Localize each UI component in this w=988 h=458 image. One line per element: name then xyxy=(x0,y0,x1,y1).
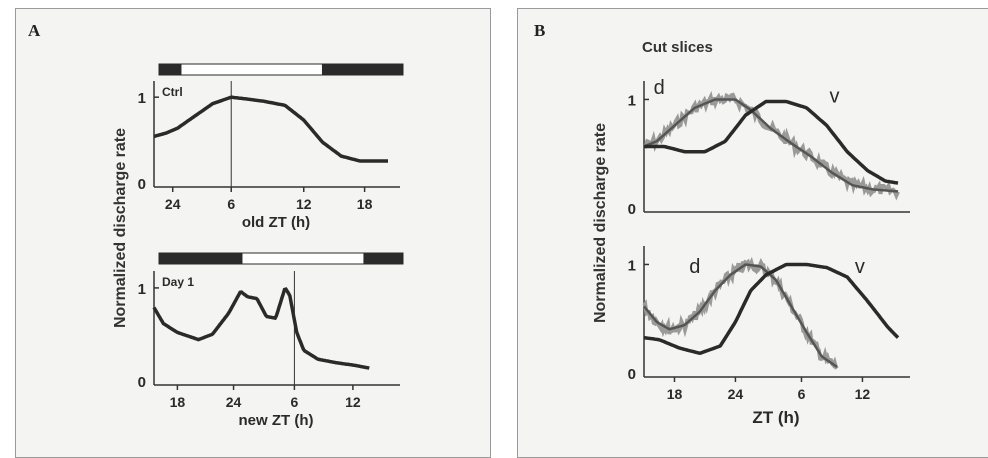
chart-a1: 0 1 24 6 12 18 old ZT (h) Ctrl xyxy=(138,63,404,231)
x-tick-label: 6 xyxy=(227,196,235,212)
x-tick-label: 18 xyxy=(667,386,683,402)
series-line-v xyxy=(644,99,899,185)
light-dark-bar-dark-segment xyxy=(158,63,182,76)
x-axis-label: old ZT (h) xyxy=(242,214,310,231)
x-tick-label: 6 xyxy=(291,394,299,410)
panel-a-plots: 0 1 24 6 12 18 old ZT (h) Ctrl 0 1 18 24 6 12 new ZT (… xyxy=(138,63,404,429)
x-tick-label: 12 xyxy=(855,386,871,402)
y-tick-label: 0 xyxy=(138,374,146,391)
x-tick-label: 24 xyxy=(165,196,181,212)
y-tick-label: 0 xyxy=(138,176,146,193)
y-tick-label: 1 xyxy=(628,92,636,109)
series-line-d xyxy=(643,98,899,193)
light-dark-bar-light-segment xyxy=(241,252,365,265)
light-dark-bar-dark-segment xyxy=(363,252,404,265)
chart-b1: 0 1 d v xyxy=(628,77,910,218)
y-tick-label: 1 xyxy=(138,281,146,298)
series-line-d-noise xyxy=(643,90,900,201)
trace-annotation-v: v xyxy=(855,256,865,278)
panel-b-letter: B xyxy=(534,21,546,40)
y-tick-label: 1 xyxy=(138,90,146,107)
chart-b2: 0 1 18 24 6 12 ZT (h) d v xyxy=(628,246,910,427)
panel-a: A Normalized discharge rate 0 1 24 6 12 18 old… xyxy=(15,8,491,458)
series-line-s0 xyxy=(152,287,370,370)
trace-annotation-v: v xyxy=(830,86,840,108)
light-dark-bar-dark-segment xyxy=(321,63,404,76)
series-line-v xyxy=(643,262,900,355)
x-tick-label: 12 xyxy=(345,394,361,410)
panel-a-letter: A xyxy=(28,21,41,40)
x-tick-label: 24 xyxy=(728,386,744,402)
y-tick-label: 0 xyxy=(628,366,636,383)
panel-b: B Cut slices Normalized discharge rate 0… xyxy=(517,8,988,458)
x-tick-label: 18 xyxy=(357,196,373,212)
trace-annotation-d: d xyxy=(654,77,665,99)
x-tick-label: 6 xyxy=(798,386,806,402)
x-axis-label: new ZT (h) xyxy=(239,412,314,429)
inset-label: Day 1 xyxy=(162,275,194,289)
series-line-s0 xyxy=(153,95,388,163)
inset-label: Ctrl xyxy=(162,85,183,99)
trace-annotation-d: d xyxy=(689,256,700,278)
x-axis-label: ZT (h) xyxy=(752,408,799,427)
panel-b-title: Cut slices xyxy=(642,39,713,56)
light-dark-bar-light-segment xyxy=(180,63,323,76)
panel-b-plots: 0 1 d v 0 1 18 24 6 12 ZT (h) d v xyxy=(628,77,910,427)
light-dark-bar-dark-segment xyxy=(158,252,243,265)
y-tick-label: 1 xyxy=(628,257,636,274)
y-tick-label: 0 xyxy=(628,201,636,218)
x-tick-label: 18 xyxy=(170,394,186,410)
chart-a2: 0 1 18 24 6 12 new ZT (h) Day 1 xyxy=(138,252,404,429)
x-tick-label: 24 xyxy=(226,394,242,410)
series-line-d xyxy=(643,263,838,368)
x-tick-label: 12 xyxy=(296,196,312,212)
